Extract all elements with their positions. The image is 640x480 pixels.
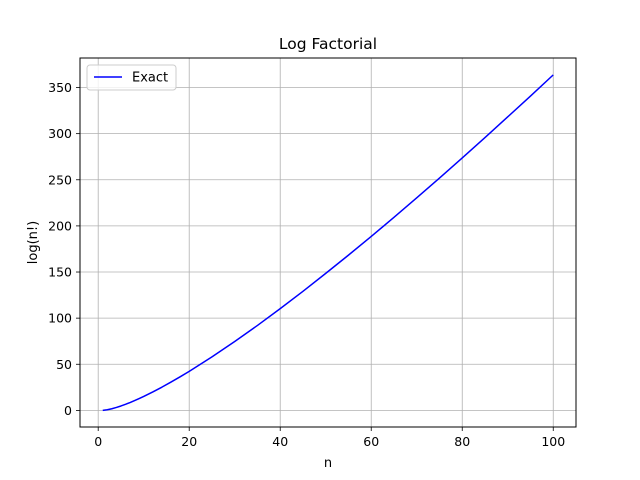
legend: Exact (86, 64, 177, 91)
x-tick-label: 80 (454, 434, 470, 449)
axis-ticks: 0 20 40 60 80 100 0 50 100 150 200 250 300 350 (48, 80, 565, 449)
y-tick-label: 100 (48, 311, 72, 326)
legend-label: Exact (132, 71, 168, 86)
x-tick-label: 0 (94, 434, 102, 449)
y-tick-label: 350 (48, 80, 72, 95)
plot-frame (79, 57, 577, 428)
x-tick-label: 20 (181, 434, 197, 449)
x-tick-label: 60 (363, 434, 379, 449)
series-layer (102, 74, 554, 412)
x-axis-label: n (324, 456, 332, 471)
x-tick-label: 100 (541, 434, 565, 449)
y-tick-label: 150 (48, 265, 72, 280)
y-tick-label: 0 (64, 403, 72, 418)
series-line-exact (102, 74, 554, 412)
x-tick-label: 40 (272, 434, 288, 449)
legend-box (86, 64, 177, 91)
y-axis-label: log(n!) (26, 221, 41, 264)
y-tick-label: 250 (48, 172, 72, 187)
y-tick-label: 300 (48, 126, 72, 141)
y-tick-label: 50 (56, 357, 72, 372)
chart-title: Log Factorial (279, 35, 377, 53)
y-tick-label: 200 (48, 218, 72, 233)
